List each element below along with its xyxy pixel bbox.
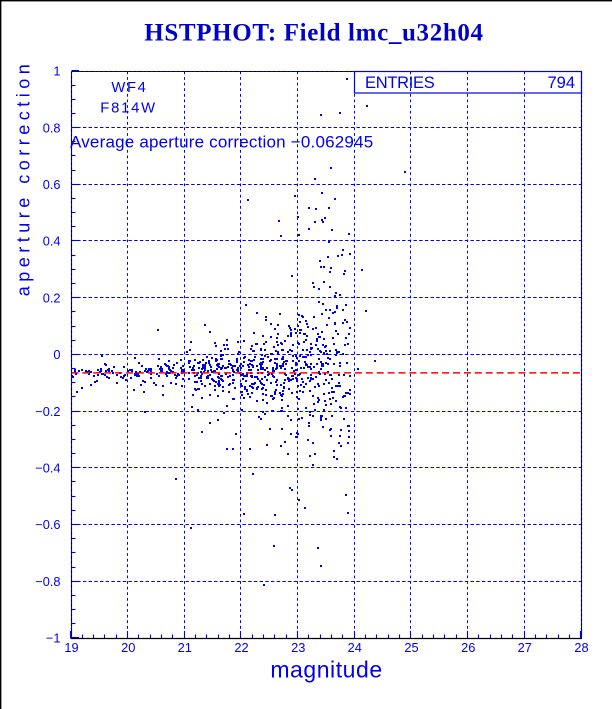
svg-text:0.6: 0.6: [43, 177, 61, 192]
svg-text:F814W: F814W: [100, 100, 157, 116]
svg-text:20: 20: [121, 640, 135, 655]
svg-text:HSTPHOT: Field lmc_u32h04: HSTPHOT: Field lmc_u32h04: [144, 20, 483, 47]
svg-text:22: 22: [234, 640, 248, 655]
svg-text:−1: −1: [46, 631, 61, 646]
svg-text:794: 794: [547, 74, 575, 92]
svg-text:0.2: 0.2: [43, 290, 61, 305]
svg-text:magnitude: magnitude: [270, 657, 382, 683]
svg-text:19: 19: [64, 640, 78, 655]
svg-text:WF4: WF4: [111, 80, 147, 96]
svg-text:26: 26: [461, 640, 475, 655]
svg-text:aperture correction: aperture correction: [14, 60, 34, 297]
svg-text:0: 0: [53, 347, 60, 362]
svg-text:−0.2: −0.2: [35, 404, 60, 419]
svg-text:27: 27: [518, 640, 532, 655]
svg-text:1: 1: [53, 64, 60, 79]
svg-text:ENTRIES: ENTRIES: [365, 74, 435, 92]
svg-text:23: 23: [291, 640, 305, 655]
svg-text:−0.4: −0.4: [35, 461, 60, 476]
svg-text:Average aperture correction −0: Average aperture correction −0.062945: [70, 133, 373, 152]
svg-text:25: 25: [404, 640, 418, 655]
svg-text:28: 28: [574, 640, 588, 655]
svg-text:−0.8: −0.8: [35, 574, 60, 589]
svg-text:0.4: 0.4: [43, 234, 61, 249]
svg-text:−0.6: −0.6: [35, 517, 60, 532]
svg-text:21: 21: [178, 640, 192, 655]
svg-text:0.8: 0.8: [43, 120, 61, 135]
svg-text:24: 24: [348, 640, 362, 655]
